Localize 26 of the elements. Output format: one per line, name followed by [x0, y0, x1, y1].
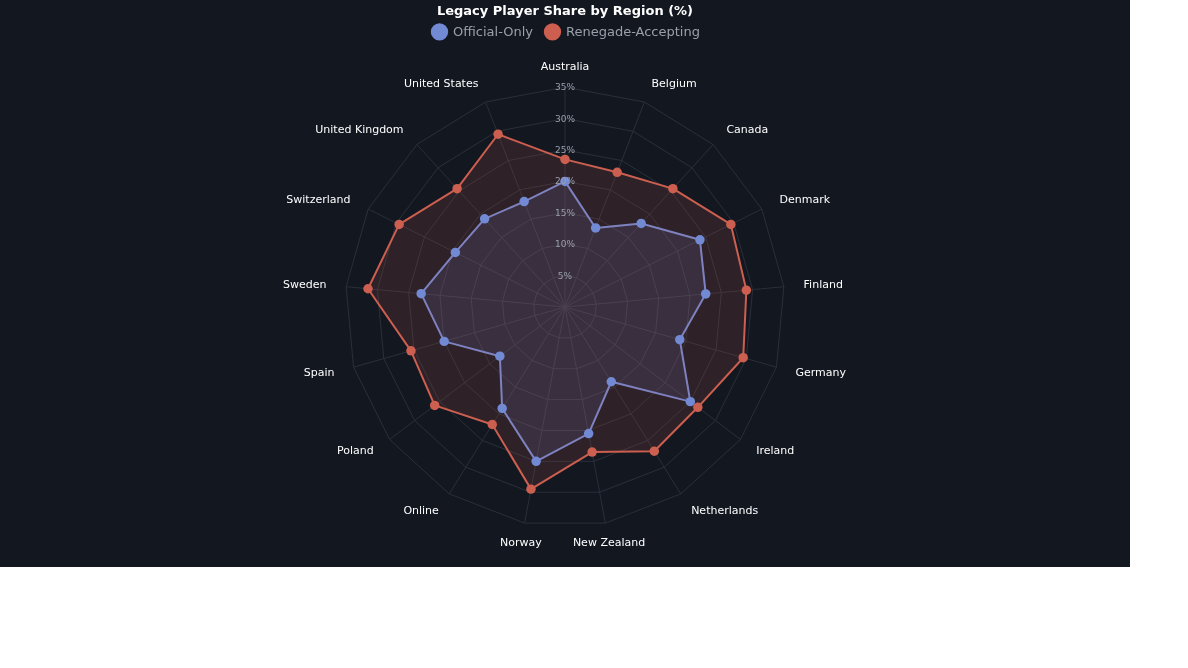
y-tick-label: 25% [554, 144, 576, 155]
spoke-label: Finland [803, 277, 843, 291]
spoke-label: Sweden [282, 277, 327, 291]
spoke-label: Canada [726, 122, 769, 136]
spoke-label: Belgium [651, 76, 697, 90]
spoke-label: Netherlands [691, 503, 759, 517]
spoke-label: United Kingdom [315, 122, 404, 136]
spoke-label: Switzerland [286, 193, 351, 207]
spoke-label: Denmark [779, 193, 831, 207]
spoke-label: New Zealand [572, 535, 646, 549]
spoke-label: Ireland [756, 444, 795, 458]
y-tick-label: 30% [554, 113, 576, 124]
y-tick-label: 15% [554, 207, 576, 218]
spoke-label: Spain [303, 365, 335, 379]
y-tick-label: 35% [554, 82, 576, 93]
legend-label: Official-Only [453, 23, 534, 39]
chart-title: Legacy Player Share by Region (%) [436, 3, 694, 18]
y-tick-label: 5% [557, 270, 573, 281]
spoke-label: United States [403, 76, 479, 90]
spoke-label: Poland [337, 444, 374, 458]
legend-label: Renegade-Accepting [566, 23, 700, 39]
y-tick-label: 10% [554, 239, 576, 250]
spoke-label: Online [403, 503, 440, 517]
spoke-label: Germany [795, 365, 847, 379]
spoke-label: Australia [540, 60, 590, 74]
spoke-label: Norway [500, 535, 543, 549]
